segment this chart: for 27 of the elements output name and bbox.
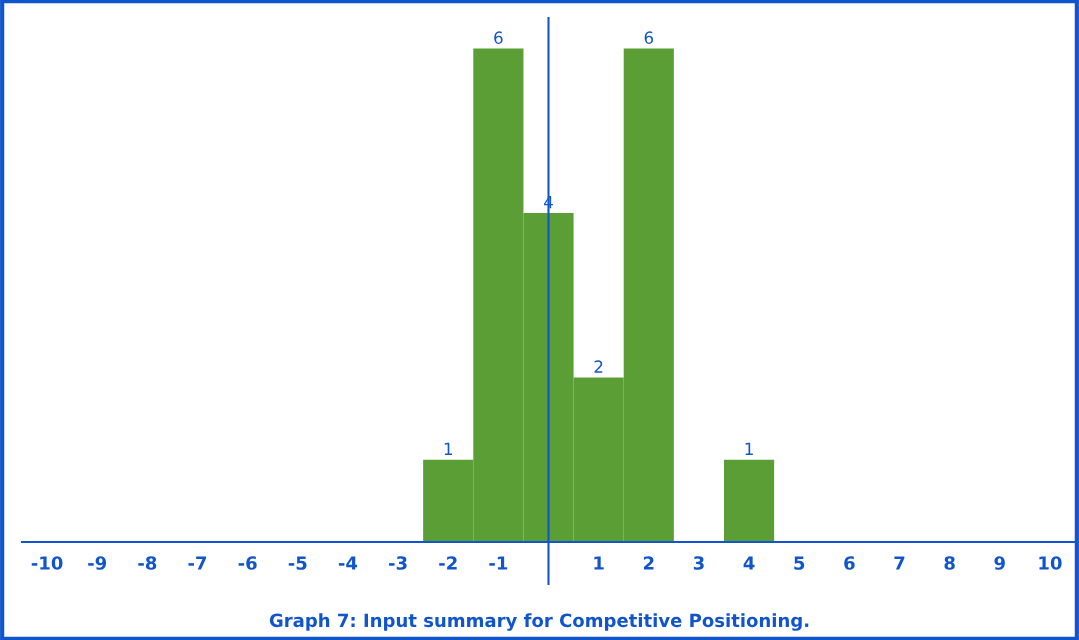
data-label: 2 <box>594 360 603 373</box>
x-tick-label: 3 <box>693 556 704 570</box>
x-tick-label: 10 <box>1039 556 1062 570</box>
x-tick-label: -6 <box>238 556 257 570</box>
x-tick-label: 8 <box>944 556 955 570</box>
data-label: 6 <box>494 31 503 44</box>
x-tick-label: 2 <box>643 556 654 570</box>
bar <box>724 459 775 542</box>
x-tick-label: -10 <box>31 556 63 570</box>
x-tick-label: 5 <box>794 556 805 570</box>
x-tick-label: 1 <box>594 556 604 570</box>
data-label: 1 <box>444 442 452 455</box>
x-tick-label: -2 <box>439 556 457 570</box>
data-label: 1 <box>745 442 753 455</box>
x-tick-label: 9 <box>994 556 1005 570</box>
x-tick-label: 6 <box>844 556 855 570</box>
data-label: 6 <box>644 31 654 44</box>
x-tick-label: -1 <box>489 556 508 570</box>
text: Graph 7: Input summary for Competitive Positioning. <box>269 613 809 631</box>
x-tick-label: -8 <box>138 556 157 570</box>
x-tick-label: -4 <box>338 556 358 570</box>
x-tick-label: -9 <box>88 556 107 570</box>
x-tick-label: -3 <box>389 556 407 570</box>
x-tick-label: -5 <box>288 556 307 570</box>
x-tick-label: 7 <box>894 556 905 570</box>
x-tick-label: -7 <box>188 556 207 570</box>
x-tick-label: 4 <box>743 556 755 570</box>
